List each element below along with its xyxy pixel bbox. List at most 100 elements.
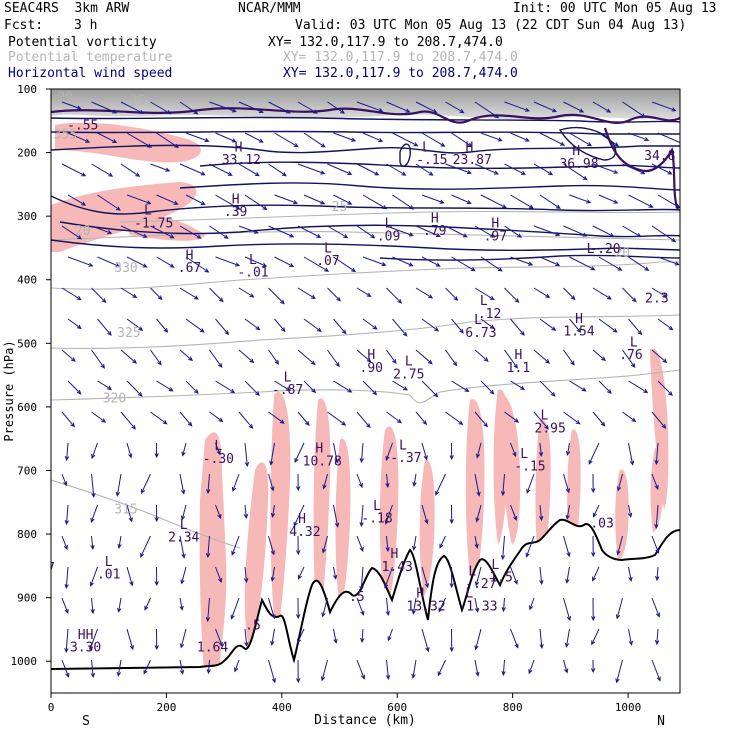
wind-vector-arrow	[415, 349, 433, 365]
pv-extremum-label: .5	[349, 590, 365, 605]
wind-vector-arrow	[539, 256, 561, 267]
wind-vector-arrow	[504, 225, 523, 238]
wind-vector-arrow	[244, 318, 261, 331]
wind-vector-arrow	[415, 287, 434, 299]
wind-vector-arrow	[297, 225, 322, 238]
forecast-label: Fcst:	[4, 18, 44, 33]
wind-vector-arrow	[569, 194, 592, 204]
wind-vector-arrow	[274, 318, 286, 333]
wind-vector-arrow	[243, 566, 249, 584]
wind-vector-arrow	[67, 380, 82, 395]
wind-vector-arrow	[392, 380, 408, 391]
wind-vector-arrow	[90, 597, 95, 615]
pv-extremum-label: L	[465, 587, 473, 602]
wind-vector-arrow	[243, 504, 249, 520]
wind-vector-arrow	[592, 349, 607, 362]
wind-vector-arrow	[565, 566, 570, 584]
wind-vector-arrow	[538, 504, 544, 522]
wind-vector-arrow	[156, 318, 169, 333]
wind-vector-arrow	[333, 442, 339, 464]
theta-330-line	[51, 261, 680, 290]
wind-vector-arrow	[563, 473, 570, 494]
wind-vector-arrow	[504, 101, 531, 112]
wind-vector-arrow	[474, 535, 479, 549]
pv-extremum-label: .90	[360, 361, 383, 376]
wind-vector-arrow	[179, 597, 184, 611]
pv-extremum-label: L	[422, 140, 430, 155]
wind-vector-arrow	[90, 659, 96, 679]
pv-extremum-label: 3.30	[70, 641, 101, 656]
wind-vector-arrow	[64, 628, 69, 654]
wind-vector-arrow	[268, 473, 275, 492]
wind-vector-arrow	[356, 597, 365, 616]
wind-vector-arrow	[539, 380, 556, 397]
wind-vector-arrow	[156, 380, 174, 392]
wind-vector-arrow	[439, 535, 446, 549]
wind-contour-1	[51, 116, 680, 123]
wind-vector-arrow	[592, 225, 615, 237]
pv-extremum-label: .39	[224, 205, 247, 220]
wind-vector-arrow	[392, 132, 419, 147]
wind-vector-arrow	[591, 628, 600, 646]
wind-vector-arrow	[303, 318, 322, 333]
wind-vector-arrow	[533, 349, 551, 364]
wind-vector-arrow	[150, 287, 163, 301]
wind-vector-arrow	[359, 504, 364, 528]
y-tick-label: 1000	[11, 655, 38, 668]
wind-vector-arrow	[156, 132, 180, 149]
wind-vector-arrow	[474, 597, 480, 613]
wind-vector-arrow	[445, 349, 458, 367]
wind-vector-arrow	[563, 101, 585, 113]
wind-vector-arrow	[501, 597, 506, 613]
wind-vector-arrow	[590, 473, 596, 494]
wind-vector-arrow	[356, 659, 366, 680]
wind-vector-arrow	[185, 256, 210, 273]
wind-vector-arrow	[437, 659, 446, 677]
pv-extremum-label: L	[324, 241, 332, 256]
wind-vector-arrow	[205, 535, 211, 559]
wind-vector-arrow	[61, 411, 75, 428]
wind-vector-arrow	[435, 473, 446, 496]
pv-extremum-label: 34.8	[644, 149, 675, 164]
pv-extremum-label: -1.75	[134, 217, 173, 232]
pv-extremum-label: -.20	[589, 242, 620, 257]
wind-vector-arrow	[445, 225, 468, 238]
wind-vector-arrow	[628, 566, 633, 582]
wind-vector-arrow	[268, 101, 291, 114]
wind-vector-arrow	[120, 101, 145, 114]
wind-vector-arrow	[97, 132, 118, 144]
pv-extremum-label: L	[144, 203, 152, 218]
wind-vector-arrow	[592, 566, 600, 582]
wind-vector-arrow	[269, 442, 275, 466]
wind-vector-arrow	[297, 101, 318, 114]
y-tick-label: 600	[17, 401, 37, 414]
pv-region-column-6	[379, 426, 399, 612]
organization-label: NCAR/MMM	[238, 1, 301, 16]
wind-vector-arrow	[655, 566, 660, 582]
wind-vector-arrow	[565, 442, 571, 456]
wind-vector-arrow	[116, 659, 122, 677]
wind-vector-arrow	[563, 287, 576, 301]
pv-region-column-5	[335, 438, 351, 610]
wind-vector-arrow	[569, 132, 593, 147]
wind-vector-arrow	[622, 101, 646, 118]
pv-region-right-1	[497, 394, 521, 545]
wind-vector-arrow	[274, 380, 291, 392]
wind-vector-arrow	[90, 535, 95, 551]
plot-frame	[50, 88, 681, 694]
wind-vector-arrow	[61, 473, 68, 487]
wind-vector-arrow	[179, 628, 187, 649]
wind-vector-arrow	[451, 194, 472, 205]
pv-extremum-label: -.15	[514, 459, 545, 474]
wind-vector-arrow	[421, 566, 429, 589]
wind-vector-arrow	[563, 659, 569, 674]
wind-vector-arrow	[126, 380, 143, 397]
field-xy-theta: XY= 132.0,117.9 to 208.7,474.0	[283, 50, 518, 65]
wind-vector-arrow	[449, 504, 454, 525]
stratosphere-shading	[51, 89, 680, 120]
pv-extremum-label: -.18	[361, 512, 392, 527]
wind-vector-arrow	[120, 163, 141, 177]
wind-vector-arrow	[181, 442, 187, 457]
wind-vector-arrow	[185, 194, 206, 206]
wind-vector-arrow	[270, 566, 275, 582]
